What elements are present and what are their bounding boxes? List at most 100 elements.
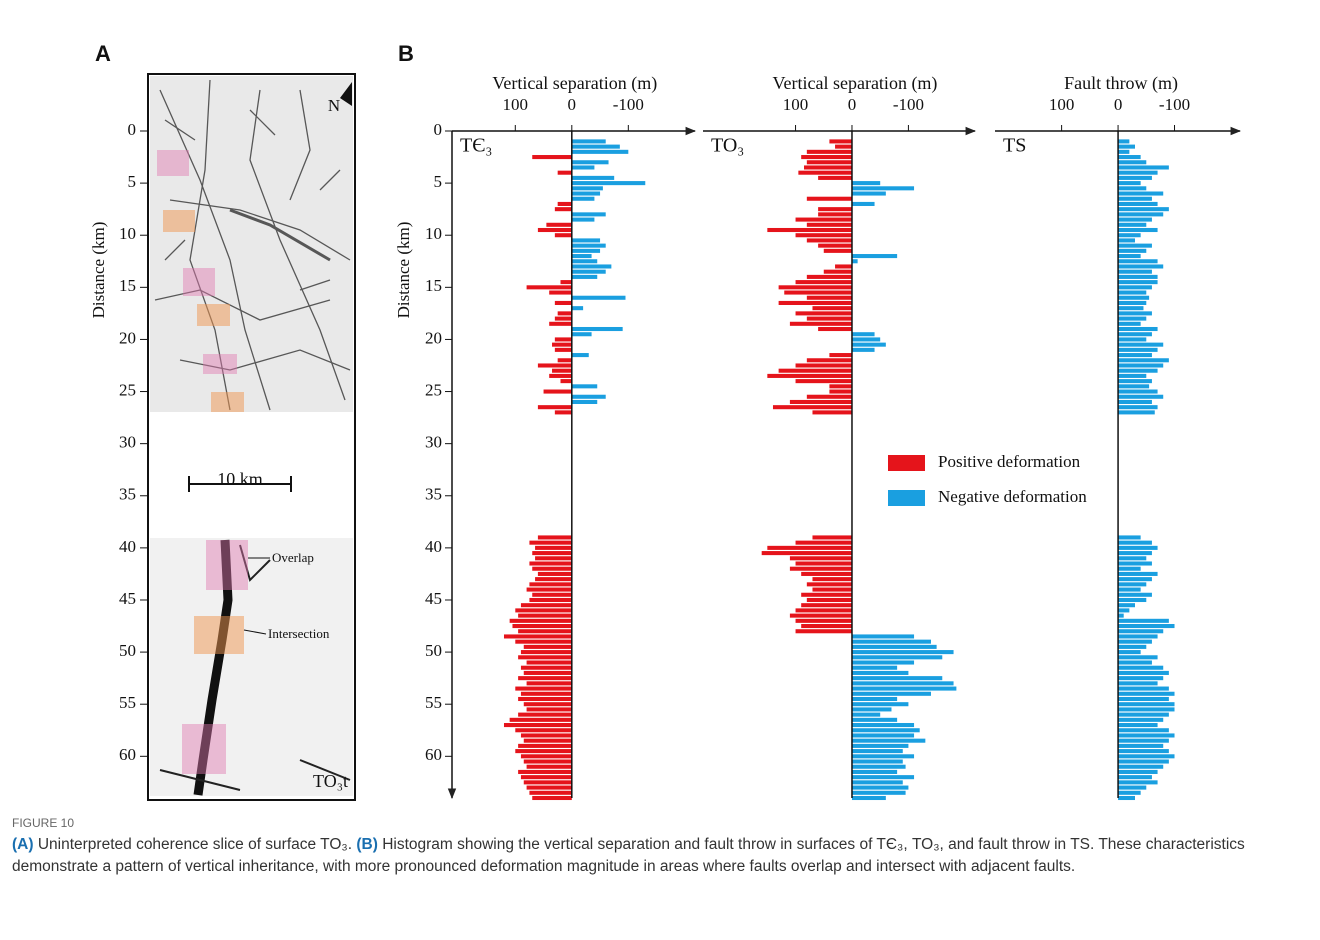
bar: [789, 613, 852, 618]
y-tick-label: 55: [425, 693, 442, 712]
bar: [851, 717, 898, 722]
bar: [795, 608, 852, 613]
bar: [1118, 795, 1135, 801]
bar: [1118, 634, 1158, 639]
bar: [532, 566, 572, 571]
bar: [518, 712, 572, 717]
bar: [806, 582, 852, 587]
bar: [571, 264, 612, 269]
caption-label: (A): [12, 836, 34, 853]
bar: [1118, 545, 1158, 550]
caption-body: Uninterpreted coherence slice of surface…: [37, 836, 353, 853]
bar: [571, 248, 601, 253]
bar: [515, 749, 572, 754]
bar: [835, 264, 852, 269]
bar: [1118, 587, 1141, 592]
bar: [1118, 389, 1158, 394]
bar: [1118, 769, 1158, 774]
bar: [571, 181, 646, 186]
bar: [537, 405, 572, 410]
bar: [557, 358, 572, 363]
bar: [795, 233, 852, 238]
bar: [1118, 655, 1158, 660]
bar: [1118, 571, 1158, 576]
bar: [571, 149, 629, 154]
bar: [571, 175, 615, 180]
bar: [1118, 201, 1158, 206]
bar: [772, 405, 852, 410]
bar: [1118, 274, 1158, 279]
bar: [503, 634, 572, 639]
bar: [795, 561, 852, 566]
y-tick-label: 50: [119, 641, 136, 660]
y-tick-label: 45: [119, 589, 136, 608]
y-tick-label: 25: [425, 380, 442, 399]
bar: [851, 749, 903, 754]
bar: [1118, 285, 1152, 290]
y-tick-label: 50: [425, 641, 442, 660]
bar: [571, 274, 598, 279]
x-tick-label: 100: [503, 95, 529, 114]
bar: [1118, 347, 1158, 352]
bar: [523, 780, 572, 785]
bar: [1118, 175, 1152, 180]
bar: [1118, 384, 1150, 389]
bar: [571, 332, 592, 337]
y-tick-label: 40: [425, 537, 442, 556]
bar: [851, 191, 886, 196]
bar: [1118, 676, 1164, 681]
bar: [851, 676, 943, 681]
bar: [1118, 373, 1147, 378]
bar: [520, 733, 572, 738]
bar: [1118, 160, 1147, 165]
bar: [1118, 728, 1169, 733]
bar: [523, 644, 572, 649]
bar: [851, 650, 954, 655]
bar: [535, 556, 572, 561]
bar: [1118, 186, 1147, 191]
bar: [1118, 556, 1147, 561]
bar: [1118, 551, 1152, 556]
bar: [795, 311, 852, 316]
bar: [851, 769, 898, 774]
bar: [1118, 759, 1169, 764]
bar: [818, 212, 852, 217]
bar: [554, 316, 572, 321]
bar: [529, 561, 572, 566]
bar: [518, 629, 572, 634]
y-tick-label: 40: [119, 537, 136, 556]
bar: [1118, 144, 1135, 149]
bar: [571, 384, 598, 389]
bar: [554, 207, 572, 212]
y-tick-label: 30: [425, 433, 442, 452]
bar: [1118, 410, 1155, 415]
bar: [571, 399, 598, 405]
bar: [1118, 723, 1158, 728]
bar: [537, 363, 572, 368]
bar: [818, 207, 852, 212]
bar: [520, 650, 572, 655]
bar: [851, 201, 875, 206]
x-axis-title: Vertical separation (m): [492, 73, 657, 94]
bar: [829, 139, 852, 144]
bar: [571, 165, 595, 170]
bar: [851, 181, 881, 186]
bar: [778, 285, 852, 290]
bar: [1118, 316, 1147, 321]
y-tick-label: 25: [119, 380, 136, 399]
bar: [571, 353, 589, 358]
bar: [851, 254, 898, 259]
bar: [571, 144, 620, 149]
bar: [571, 295, 626, 300]
bar: [795, 379, 852, 384]
bar: [1118, 743, 1164, 748]
bar: [526, 681, 572, 686]
bar: [529, 790, 572, 795]
bar: [532, 551, 572, 556]
bar: [523, 670, 572, 675]
bar: [801, 603, 852, 608]
bar: [546, 222, 572, 227]
bar: [801, 155, 852, 160]
bar: [1118, 597, 1147, 603]
x-tick-label: -100: [1159, 95, 1190, 114]
